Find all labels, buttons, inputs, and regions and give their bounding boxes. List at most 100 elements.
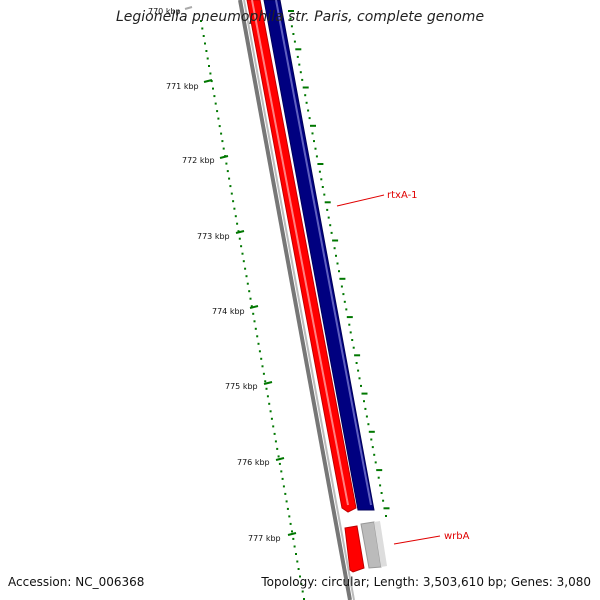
ruler-dot — [383, 507, 390, 510]
ruler-dot — [373, 453, 376, 456]
gene-label-rtxA-1[interactable]: rtxA-1 — [387, 190, 418, 201]
ruler-dot — [315, 155, 318, 158]
ruler-dot — [297, 568, 300, 570]
ruler-dot — [385, 515, 387, 517]
ruler-dot — [262, 372, 265, 375]
ruler-dot — [221, 140, 224, 143]
tick-mark-777 — [287, 532, 297, 536]
backbone-line — [238, 0, 352, 600]
gene-label-wrbA[interactable]: wrbA — [444, 531, 470, 542]
ruler-dot — [246, 282, 249, 285]
ruler-dot — [293, 40, 296, 43]
ruler-dot — [237, 230, 240, 233]
ruler-dot — [357, 369, 360, 372]
ruler-dot — [354, 354, 361, 357]
ruler-dot — [376, 469, 383, 472]
ruler-dot — [364, 407, 367, 410]
ruler-dot — [269, 410, 272, 413]
gene-pointer-rtxA-1 — [336, 194, 385, 207]
reverse-strand-feature-lower[interactable] — [344, 525, 365, 573]
ruler-dot — [351, 339, 354, 341]
gene-pointer-wrbA — [393, 535, 441, 545]
ruler-dot — [313, 140, 315, 143]
ruler-dot — [305, 101, 308, 104]
ruler-dot — [333, 247, 336, 250]
ruler-dot — [214, 102, 217, 105]
topology-text: Topology: circular; Length: 3,503,610 bp… — [261, 575, 591, 589]
ruler-dot — [216, 110, 219, 113]
ruler-dot — [324, 201, 331, 204]
ruler-dot — [272, 425, 275, 428]
ruler-dot — [232, 200, 235, 203]
tick-mark-770 — [184, 6, 193, 10]
ruler-dot — [304, 94, 307, 97]
ruler-dot — [299, 575, 301, 578]
tick-label-777: 777 kbp — [248, 534, 281, 543]
ruler-dot — [296, 55, 299, 58]
ruler-dot — [261, 365, 264, 368]
ruler-dot — [266, 395, 269, 398]
ruler-dot — [236, 222, 239, 225]
ruler-dot — [374, 461, 377, 464]
ruler-dot — [209, 72, 212, 75]
forward-strand-feature[interactable] — [263, 0, 375, 511]
tick-label-776: 776 kbp — [237, 458, 270, 467]
ruler-dot — [342, 293, 345, 296]
ruler-dot — [352, 346, 355, 349]
ruler-dot — [295, 48, 302, 51]
ruler-dot — [339, 277, 346, 280]
ruler-dot — [314, 147, 317, 150]
ruler-dot — [288, 515, 291, 518]
accession-text: Accession: NC_006368 — [8, 575, 145, 589]
ruler-dot — [360, 384, 362, 387]
ruler-dot — [292, 33, 295, 35]
ruler-dot — [307, 109, 310, 112]
ruler-dot — [323, 193, 326, 196]
ruler-dot — [213, 95, 216, 98]
ruler-dot — [254, 327, 257, 330]
ruler-dot — [260, 357, 263, 360]
tick-mark-773 — [235, 230, 245, 234]
ruler-dot — [208, 65, 210, 67]
ruler-dot — [233, 207, 236, 210]
ruler-dot — [226, 170, 229, 173]
ruler-dot — [206, 57, 209, 60]
ruler-dot — [300, 583, 303, 585]
ruler-dot — [289, 522, 292, 525]
ruler-dot — [336, 262, 339, 265]
ruler-dot — [228, 177, 231, 180]
ruler-dot — [340, 285, 343, 288]
forward-strand-highlight — [275, 0, 372, 506]
ruler-dot — [258, 350, 261, 353]
ruler-dot — [230, 192, 233, 195]
ruler-dot — [355, 362, 358, 364]
ruler-dot — [282, 485, 285, 488]
ruler-dot — [204, 42, 206, 45]
ruler-dot — [250, 305, 253, 308]
ruler-dot — [222, 147, 225, 150]
tick-label-771: 771 kbp — [166, 82, 199, 91]
ruler-dot — [289, 17, 292, 20]
ruler-dot — [365, 415, 368, 418]
ruler-dot — [335, 254, 337, 257]
ruler-dot — [296, 560, 299, 563]
ruler-dot — [281, 477, 284, 480]
tick-label-772: 772 kbp — [182, 156, 215, 165]
ruler-dot — [274, 440, 277, 443]
ruler-dot — [217, 117, 220, 120]
ruler-dot — [299, 71, 302, 74]
ruler-dot — [367, 423, 370, 426]
ruler-dot — [327, 216, 330, 219]
ruler-dot — [358, 377, 361, 380]
ruler-dot — [278, 462, 281, 465]
ruler-dot — [338, 270, 340, 273]
tick-mark-775 — [263, 381, 273, 385]
tick-mark-772 — [219, 155, 229, 159]
ruler-dot — [301, 590, 304, 593]
ruler-dot — [252, 312, 255, 315]
ruler-dot — [361, 392, 368, 395]
ruler-dot — [363, 400, 365, 403]
ruler-dot — [249, 297, 252, 300]
ruler-dot — [330, 231, 333, 234]
ruler-dot — [303, 598, 305, 600]
